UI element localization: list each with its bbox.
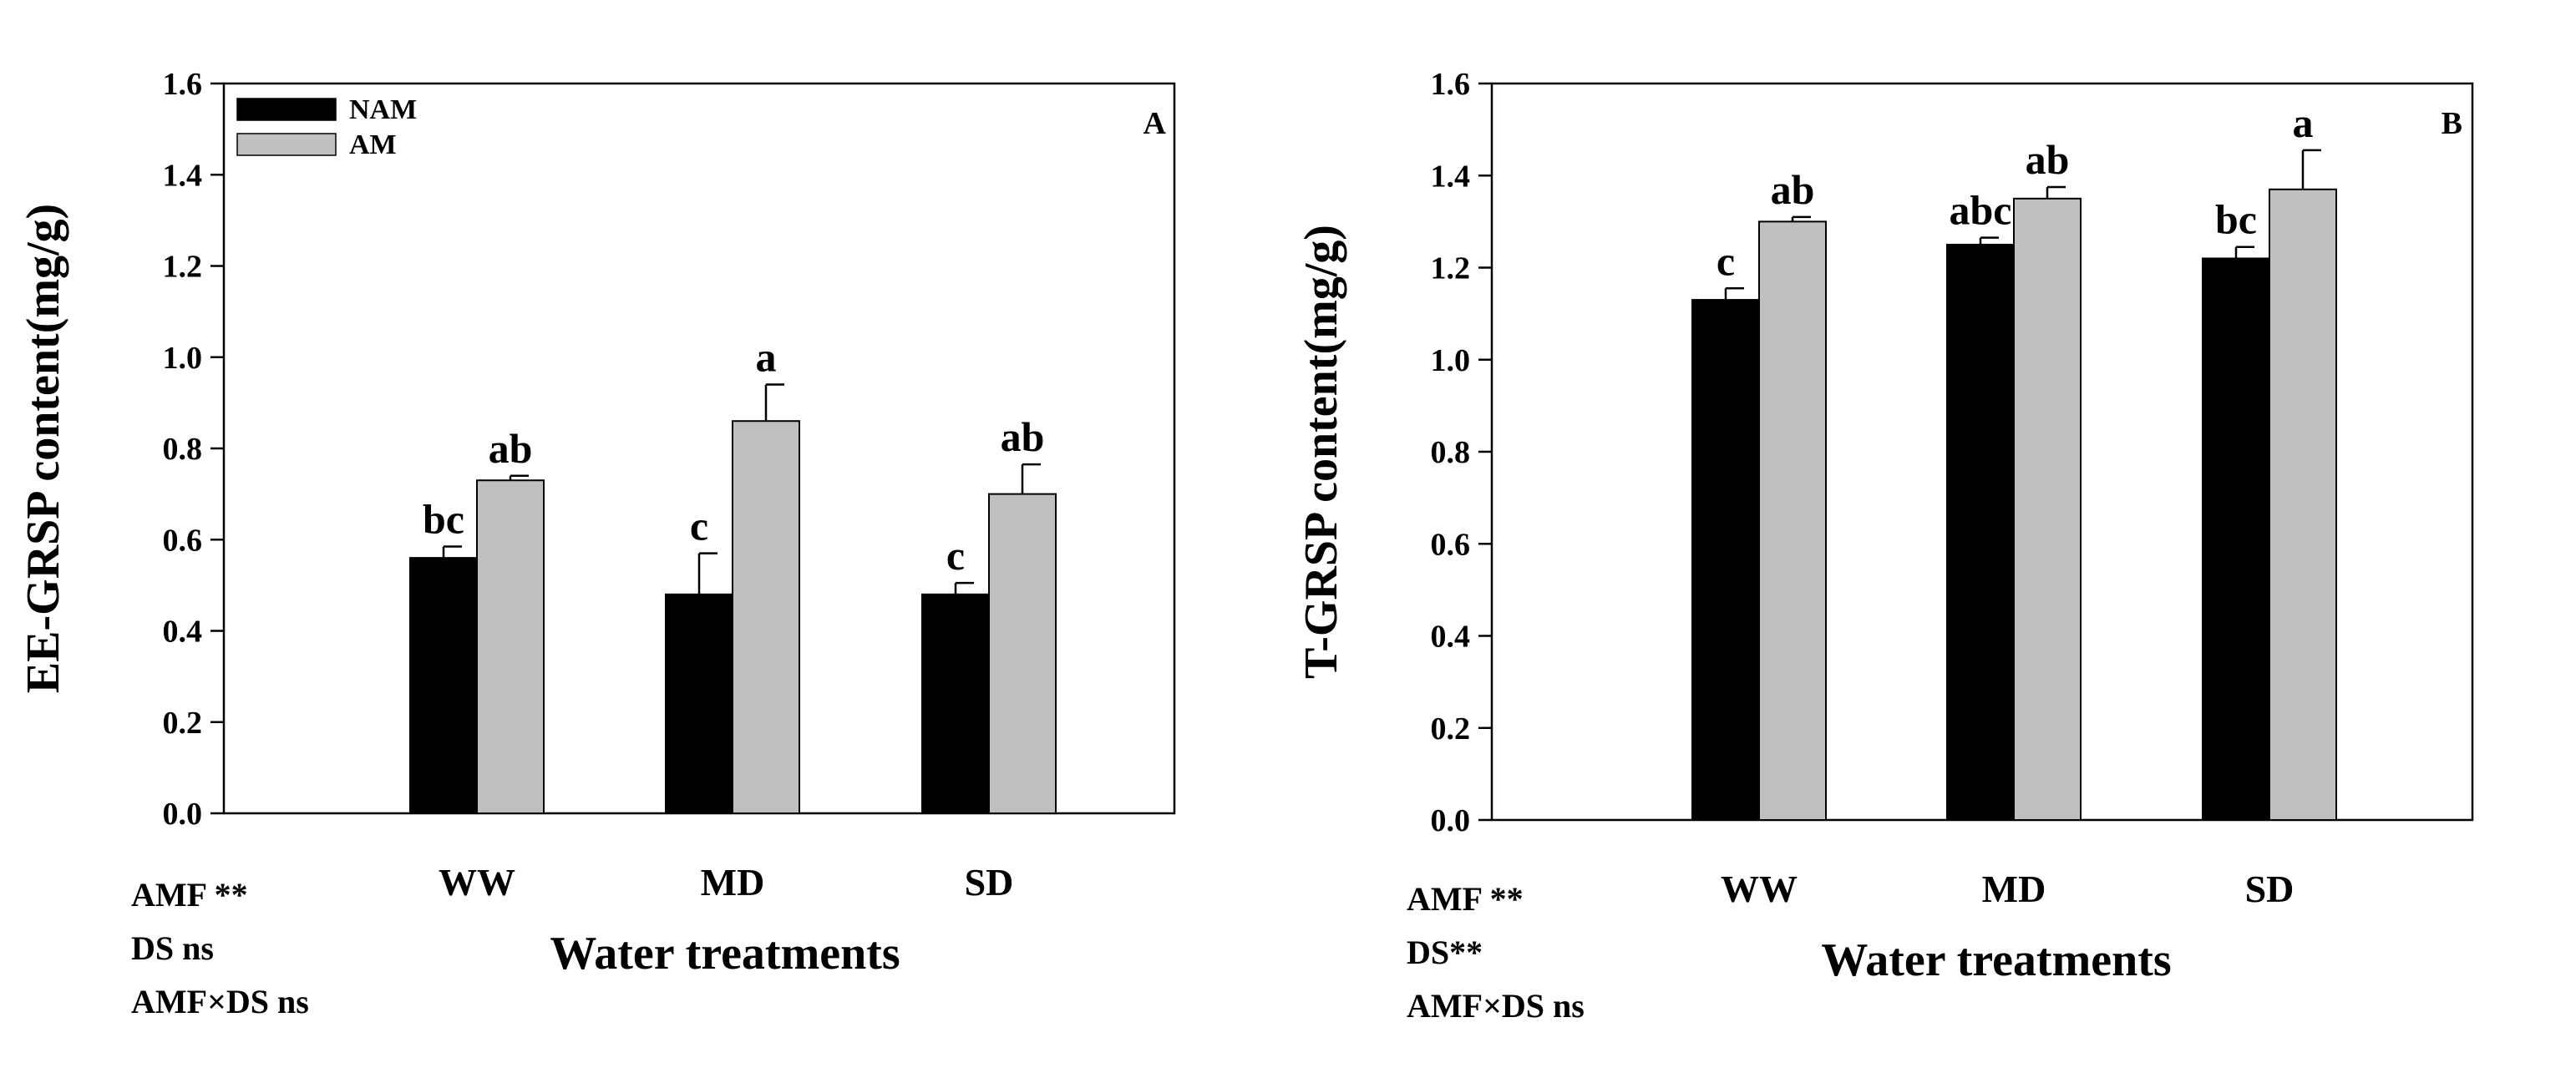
x-tick-label-ww: WW (439, 861, 515, 903)
bar-nam-sd (921, 593, 990, 814)
y-tick-label: 0.2 (163, 706, 203, 741)
bar-nam-sd (2202, 257, 2270, 822)
stats-line: AMF ** (1407, 880, 1524, 918)
y-tick-label: 1.0 (1431, 343, 1471, 378)
y-tick-label: 0.6 (1431, 527, 1471, 562)
significance-letter: a (2293, 99, 2314, 146)
x-tick-label-ww: WW (1721, 868, 1798, 910)
bar-am-sd (988, 493, 1057, 814)
chart-panel-b: 0.0 0.2 0.4 0.6 0.8 1.0 1.2 1.4 1.6 T-GRSP conten… (1296, 67, 2474, 1025)
y-tick-label: 1.6 (1431, 67, 1471, 102)
x-tick-label-sd: SD (2245, 868, 2295, 910)
bar-am-ww (1758, 220, 1827, 821)
legend: NAM AM (236, 94, 417, 160)
y-tick-label: 0.2 (1431, 711, 1471, 747)
bar-nam-md (665, 593, 733, 814)
y-tick-label: 1.2 (163, 250, 203, 285)
legend-label-am: AM (349, 129, 397, 160)
y-tick-label: 0.8 (1431, 435, 1471, 470)
significance-letter: c (690, 503, 708, 549)
significance-letter: bc (423, 495, 464, 542)
significance-letter: ab (489, 425, 533, 472)
significance-letter: a (756, 334, 777, 381)
stats-line: AMF ** (131, 876, 248, 914)
significance-letter: abc (1950, 187, 2012, 234)
panel-label: A (1143, 106, 1167, 141)
significance-letter: ab (1001, 413, 1045, 460)
significance-letter: ab (2026, 136, 2070, 183)
bar-am-ww (476, 479, 545, 814)
significance-letter: c (1716, 237, 1735, 284)
legend-label-nam: NAM (349, 94, 417, 125)
x-axis-title: Water treatments (1821, 934, 2171, 986)
y-tick-label: 1.2 (1431, 251, 1471, 286)
bar-nam-md (1946, 243, 2015, 821)
legend-swatch-am (236, 133, 337, 156)
x-tick-label-md: MD (1982, 868, 2046, 910)
significance-letter: ab (1771, 166, 1815, 213)
bar-nam-ww (409, 557, 478, 814)
bar-am-sd (2269, 188, 2337, 822)
y-tick-label: 0.0 (163, 797, 203, 832)
panel-label: B (2442, 106, 2462, 141)
bar-am-md (732, 420, 800, 814)
x-tick-label-sd: SD (965, 861, 1014, 903)
bar-am-md (2013, 197, 2082, 821)
y-tick-label: 1.4 (163, 158, 203, 193)
chart-panel-a: 0.0 0.2 0.4 0.6 0.8 1.0 1.2 1.4 1.6 EE-GRSP conte… (18, 67, 1176, 1020)
stats-line: AMF×DS ns (131, 983, 309, 1020)
y-tick-label: 0.0 (1431, 803, 1471, 838)
y-tick-label: 0.6 (163, 523, 203, 558)
y-tick-label: 0.8 (163, 432, 203, 467)
stats-line: AMF×DS ns (1407, 987, 1585, 1025)
y-axis-title: T-GRSP content(mg/g) (1296, 225, 1347, 679)
legend-swatch-nam (236, 98, 337, 121)
bar-nam-ww (1691, 299, 1760, 821)
stats-line: DS** (1407, 934, 1483, 971)
y-tick-label: 1.4 (1431, 159, 1471, 194)
significance-letter: bc (2215, 196, 2257, 243)
y-axis-title: EE-GRSP content(mg/g) (18, 204, 69, 693)
y-tick-label: 1.6 (163, 67, 203, 102)
stats-line: DS ns (131, 929, 214, 967)
y-tick-label: 0.4 (163, 615, 203, 650)
significance-letter: c (946, 532, 965, 579)
x-tick-label-md: MD (701, 861, 765, 903)
y-tick-label: 1.0 (163, 341, 203, 376)
y-tick-label: 0.4 (1431, 620, 1471, 655)
x-axis-title: Water treatments (550, 928, 900, 979)
